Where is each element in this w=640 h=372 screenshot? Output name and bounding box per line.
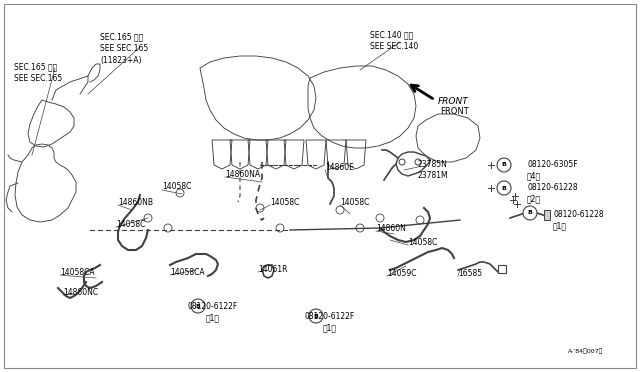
Text: 14061R: 14061R: [258, 265, 287, 274]
Text: B: B: [502, 163, 506, 167]
Text: 08120-61228
（2）: 08120-61228 （2）: [527, 183, 578, 204]
Text: 14860N: 14860N: [376, 224, 406, 233]
Circle shape: [497, 158, 511, 172]
Text: SEC.140 参照
SEE SEC.140: SEC.140 参照 SEE SEC.140: [370, 30, 419, 51]
Circle shape: [415, 159, 421, 165]
Text: 14058C: 14058C: [116, 220, 145, 229]
Text: FRONT: FRONT: [440, 107, 468, 116]
Text: SEC.165 参照
SEE SEC.165
(11823+A): SEC.165 参照 SEE SEC.165 (11823+A): [100, 32, 148, 65]
Text: 14058C: 14058C: [408, 238, 437, 247]
Text: B: B: [527, 211, 532, 215]
Text: 16585: 16585: [458, 269, 482, 278]
Bar: [498, 265, 506, 273]
Text: 14058C: 14058C: [162, 182, 191, 191]
Circle shape: [191, 299, 205, 313]
Text: B: B: [314, 314, 319, 318]
Text: 14059C: 14059C: [387, 269, 417, 278]
Text: 14860E: 14860E: [325, 163, 354, 172]
Circle shape: [399, 159, 405, 165]
Circle shape: [523, 206, 537, 220]
Text: SEC.165 参照
SEE SEC.165: SEC.165 参照 SEE SEC.165: [14, 62, 62, 83]
Text: B: B: [502, 186, 506, 190]
Text: 08120-6305F
（4）: 08120-6305F （4）: [527, 160, 578, 181]
Text: FRONT: FRONT: [438, 97, 468, 106]
Text: 14058CA: 14058CA: [170, 268, 205, 277]
Text: 23785N: 23785N: [418, 160, 448, 169]
Text: 14860NA: 14860NA: [225, 170, 260, 179]
Text: 14058C: 14058C: [270, 198, 300, 207]
Text: 14058C: 14058C: [340, 198, 369, 207]
Bar: [544, 210, 550, 220]
Text: 08120-6122F
（1）: 08120-6122F （1）: [188, 302, 238, 323]
Text: 23781M: 23781M: [418, 171, 449, 180]
Text: B: B: [196, 304, 200, 308]
Text: 14860NB: 14860NB: [118, 198, 153, 207]
Circle shape: [309, 309, 323, 323]
Text: 14058CA: 14058CA: [60, 268, 95, 277]
Text: 08120-6122F
（1）: 08120-6122F （1）: [305, 312, 355, 333]
Text: 08120-61228
（1）: 08120-61228 （1）: [553, 210, 604, 231]
Text: 14860NC: 14860NC: [63, 288, 98, 297]
Circle shape: [497, 181, 511, 195]
Text: A·‘84（007）: A·‘84（007）: [568, 348, 604, 354]
